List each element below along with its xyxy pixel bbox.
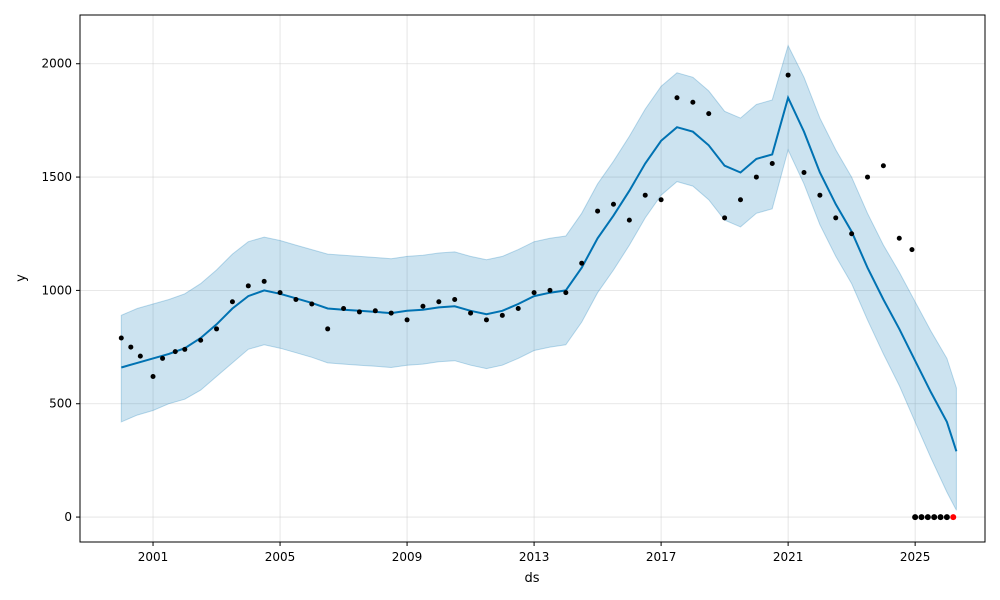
future-point xyxy=(937,514,944,521)
observed-point xyxy=(658,197,664,203)
observed-point xyxy=(137,353,143,359)
observed-point xyxy=(404,317,410,323)
observed-point xyxy=(293,296,299,302)
observed-point xyxy=(769,160,775,166)
observed-point xyxy=(642,192,648,198)
observed-point xyxy=(118,335,124,341)
grid-lines xyxy=(80,15,985,542)
observed-point xyxy=(436,299,442,305)
observed-point xyxy=(261,278,267,284)
observed-point xyxy=(674,95,680,101)
observed-point xyxy=(547,287,553,293)
x-tick-label: 2021 xyxy=(773,550,804,564)
observed-point xyxy=(452,296,458,302)
y-tick-label: 1000 xyxy=(41,283,72,297)
observed-point xyxy=(198,337,204,343)
observed-point xyxy=(468,310,474,316)
forecast-line-path xyxy=(121,94,958,452)
observed-point xyxy=(706,111,712,117)
observed-point xyxy=(388,310,394,316)
x-axis-ticks: 2001 2005 2009 2013 2017 2021 2025 xyxy=(138,542,931,564)
x-tick-label: 2009 xyxy=(392,550,423,564)
observed-point xyxy=(722,215,728,221)
plot-frame xyxy=(79,14,986,543)
observed-point xyxy=(563,290,569,296)
observed-point xyxy=(172,349,178,355)
observed-point xyxy=(610,201,616,207)
observed-point xyxy=(909,247,915,253)
y-tick-label: 2000 xyxy=(41,57,72,71)
x-tick-label: 2025 xyxy=(900,550,931,564)
observed-point xyxy=(214,326,220,332)
observed-point xyxy=(849,231,855,237)
observed-point xyxy=(626,217,632,223)
y-tick-label: 0 xyxy=(64,510,72,524)
observed-point xyxy=(690,99,696,105)
future-point xyxy=(931,514,938,521)
observed-points xyxy=(118,72,915,380)
future-points xyxy=(912,514,957,521)
observed-point xyxy=(753,174,759,180)
observed-point xyxy=(483,317,489,323)
observed-point xyxy=(309,301,315,307)
observed-point xyxy=(865,174,871,180)
uncertainty-band-area xyxy=(120,44,957,511)
y-axis-ticks: 0 500 1000 1500 2000 xyxy=(41,57,80,524)
observed-point xyxy=(245,283,251,289)
future-point xyxy=(924,514,931,521)
x-tick-label: 2013 xyxy=(519,550,550,564)
observed-point xyxy=(341,306,347,312)
future-point xyxy=(912,514,919,521)
observed-point xyxy=(896,235,902,241)
plot-background xyxy=(80,15,985,542)
observed-point xyxy=(372,308,378,314)
observed-point xyxy=(160,355,166,361)
observed-point xyxy=(277,290,283,296)
observed-point xyxy=(325,326,331,332)
x-tick-label: 2017 xyxy=(646,550,677,564)
observed-point xyxy=(817,192,823,198)
y-axis-label: y xyxy=(14,274,29,282)
observed-point xyxy=(595,208,601,214)
observed-point xyxy=(801,170,807,176)
observed-point xyxy=(579,260,585,266)
future-point xyxy=(918,514,925,521)
observed-point xyxy=(499,312,505,318)
observed-point xyxy=(420,303,426,309)
uncertainty-band xyxy=(120,44,957,511)
observed-point xyxy=(128,344,134,350)
observed-point xyxy=(229,299,235,305)
observed-point xyxy=(150,374,156,380)
y-tick-label: 500 xyxy=(49,397,72,411)
observed-point xyxy=(515,306,521,312)
observed-point xyxy=(531,290,537,296)
observed-point xyxy=(356,309,362,315)
future-point-highlight xyxy=(950,514,957,521)
observed-point xyxy=(880,163,886,169)
observed-point xyxy=(785,72,791,78)
x-tick-label: 2005 xyxy=(265,550,296,564)
future-point xyxy=(943,514,950,521)
observed-point xyxy=(833,215,839,221)
observed-point xyxy=(182,346,188,352)
x-tick-label: 2001 xyxy=(138,550,169,564)
forecast-line xyxy=(121,94,958,452)
y-tick-label: 1500 xyxy=(41,170,72,184)
observed-point xyxy=(737,197,743,203)
x-axis-label: ds xyxy=(524,571,539,586)
